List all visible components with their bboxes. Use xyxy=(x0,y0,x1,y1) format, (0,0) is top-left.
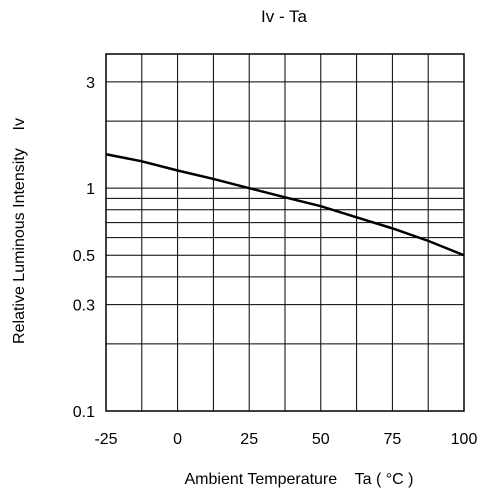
x-tick-label: 100 xyxy=(451,431,478,448)
x-axis-label: Ambient Temperature Ta ( °C ) xyxy=(184,471,413,488)
y-tick-label: 1 xyxy=(86,181,95,198)
plot-frame xyxy=(105,53,465,412)
grid xyxy=(106,54,464,411)
x-tick-label: 25 xyxy=(240,431,258,448)
x-tick-labels: -25 0 25 50 75 100 xyxy=(94,431,477,448)
x-tick-label: -25 xyxy=(94,431,117,448)
y-tick-label: 0.1 xyxy=(73,404,95,421)
y-tick-labels: 0.1 0.3 0.5 1 3 xyxy=(73,75,95,421)
x-tick-label: 75 xyxy=(384,431,402,448)
series-line xyxy=(105,153,465,257)
x-tick-label: 50 xyxy=(312,431,330,448)
y-tick-label: 0.5 xyxy=(73,248,95,265)
x-tick-label: 0 xyxy=(173,431,182,448)
y-axis-label: Relative Luminous Intensity Iv xyxy=(11,118,28,344)
chart-title: Iv - Ta xyxy=(261,7,308,26)
y-tick-label: 3 xyxy=(86,75,95,92)
y-tick-label: 0.3 xyxy=(73,298,95,315)
